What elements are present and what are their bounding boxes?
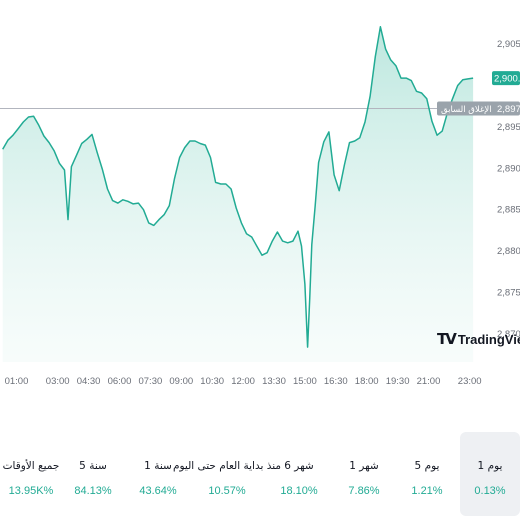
period-label: 1 سنة	[144, 460, 172, 472]
period-label: 5 يوم	[414, 460, 440, 472]
period-label: 6 شهر	[284, 460, 314, 472]
y-tick-label: 2,890.000	[497, 163, 520, 174]
tradingview-mark-icon: TV	[437, 330, 457, 348]
x-tick-label: 13:30	[262, 376, 286, 387]
x-tick-label: 07:30	[138, 376, 162, 387]
period-label: 1 شهر	[349, 460, 379, 472]
x-tick-label: 04:30	[77, 376, 101, 387]
price-line	[2, 26, 474, 348]
y-tick-label: 2,905.000	[497, 39, 520, 50]
period-3[interactable]: 6 شهر 18.10%	[269, 432, 329, 516]
previous-close-value: 2,897.230	[497, 104, 520, 115]
previous-close-label-bg	[437, 101, 520, 116]
period-change-value: 10.57%	[208, 485, 246, 497]
tradingview-logo: TV TradingView	[437, 330, 520, 348]
period-7[interactable]: جميع الأوقات 13.95K%	[1, 432, 61, 516]
price-badges: 2,900.900 الإغلاق السابق 2,897.230	[437, 71, 520, 116]
last-price-badge: 2,900.900	[494, 74, 520, 85]
y-tick-label: 2,895.000	[497, 122, 520, 133]
x-tick-label: 16:30	[324, 376, 348, 387]
period-1[interactable]: 5 يوم 1.21%	[397, 432, 457, 516]
period-selector: 1 يوم 0.13% 5 يوم 1.21% 1 شهر 7.86% 6 شهر 18.10…	[0, 432, 520, 520]
period-2[interactable]: 1 شهر 7.86%	[334, 432, 394, 516]
x-tick-label: 03:00	[46, 376, 70, 387]
x-tick-label: 23:00	[458, 376, 482, 387]
period-change-value: 18.10%	[280, 485, 318, 497]
y-tick-label: 2,885.000	[497, 205, 520, 216]
last-price-badge-bg	[492, 71, 520, 86]
x-tick-label: 10:30	[200, 376, 224, 387]
y-tick-label: 2,880.000	[497, 246, 520, 257]
x-tick-label: 12:00	[231, 376, 255, 387]
x-tick-label: 21:00	[417, 376, 441, 387]
period-label: 1 يوم	[477, 460, 503, 472]
y-tick-label: 2,875.000	[497, 287, 520, 298]
period-5[interactable]: 1 سنة 43.64%	[128, 432, 188, 516]
x-tick-label: 09:00	[169, 376, 193, 387]
x-tick-label: 01:00	[5, 376, 29, 387]
period-4[interactable]: منذ بداية العام حتى اليوم 10.57%	[173, 432, 281, 516]
price-chart[interactable]: 2,905.000 2,895.000 2,890.000 2,885.000 2,88…	[0, 0, 520, 432]
period-change-value: 7.86%	[348, 485, 380, 497]
x-tick-label: 06:00	[108, 376, 132, 387]
x-tick-label: 19:30	[386, 376, 410, 387]
x-tick-label: 15:00	[293, 376, 317, 387]
tradingview-wordmark: TradingView	[457, 331, 520, 347]
period-change-value: 13.95K%	[8, 485, 54, 497]
period-6[interactable]: 5 سنة 84.13%	[63, 432, 123, 516]
period-change-value: 0.13%	[474, 485, 506, 497]
x-axis: 01:00 03:00 04:30 06:00 07:30 09:00 10:30 12:00…	[5, 376, 482, 387]
previous-close-label: الإغلاق السابق	[441, 105, 492, 115]
period-label: منذ بداية العام حتى اليوم	[172, 460, 282, 472]
period-change-value: 1.21%	[411, 485, 443, 497]
x-tick-label: 18:00	[355, 376, 379, 387]
period-0[interactable]: 1 يوم 0.13%	[460, 432, 520, 516]
y-axis: 2,905.000 2,895.000 2,890.000 2,885.000 2,88…	[497, 39, 520, 340]
y-tick-label: 2,870.000	[497, 329, 520, 340]
period-label: جميع الأوقات	[2, 460, 60, 472]
price-area-fill	[2, 26, 474, 363]
period-change-value: 43.64%	[139, 485, 177, 497]
period-change-value: 84.13%	[74, 485, 112, 497]
period-label: 5 سنة	[79, 460, 107, 472]
